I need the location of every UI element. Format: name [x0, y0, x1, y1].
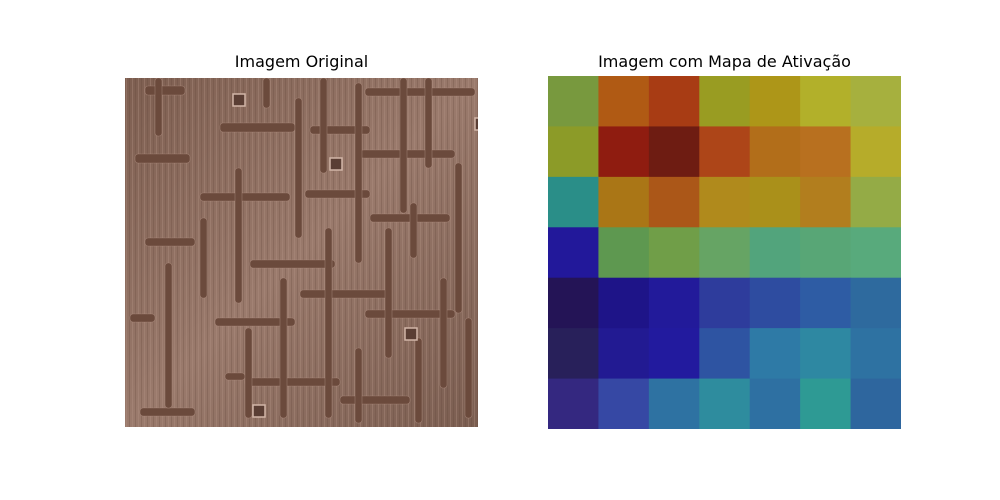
- heatmap-cell: [850, 176, 901, 228]
- groove: [354, 82, 363, 264]
- square-marker: [329, 157, 343, 171]
- heatmap-cell: [749, 176, 801, 228]
- heatmap-cell: [648, 126, 700, 178]
- groove-pattern: [129, 78, 476, 424]
- heatmap-cell: [648, 328, 700, 380]
- groove: [214, 317, 296, 327]
- heatmap-cell: [598, 378, 650, 429]
- groove: [409, 202, 418, 259]
- heatmap-cell: [648, 277, 700, 329]
- heatmap-cell: [699, 277, 751, 329]
- heatmap-cell: [699, 378, 751, 429]
- groove: [279, 277, 288, 419]
- heatmap-cell: [548, 126, 599, 178]
- heatmap-cell: [850, 328, 901, 380]
- heatmap-cell: [749, 76, 801, 127]
- groove: [294, 97, 303, 239]
- groove: [144, 237, 196, 247]
- groove: [364, 87, 476, 97]
- groove: [439, 277, 448, 389]
- heatmap-cell: [699, 76, 751, 127]
- heatmap-cell: [800, 76, 852, 127]
- groove: [129, 313, 156, 323]
- heatmap-cell: [598, 277, 650, 329]
- groove: [199, 217, 208, 299]
- heatmap-cell: [548, 378, 599, 429]
- heatmap-cell: [598, 176, 650, 228]
- heatmap-cell: [648, 76, 700, 127]
- activation-map-title: Imagem com Mapa de Ativação: [598, 52, 851, 71]
- activation-heatmap: [548, 76, 901, 429]
- heatmap-cell: [548, 328, 599, 380]
- groove: [154, 78, 163, 137]
- groove: [134, 153, 191, 164]
- heatmap-cell: [598, 126, 650, 178]
- heatmap-cell: [800, 328, 852, 380]
- heatmap-cell: [850, 76, 901, 127]
- heatmap-cell: [749, 227, 801, 279]
- square-marker: [252, 404, 266, 418]
- groove: [424, 78, 433, 169]
- groove: [199, 192, 291, 202]
- groove: [304, 189, 371, 199]
- groove: [414, 337, 423, 424]
- groove: [234, 167, 243, 304]
- heatmap-cell: [800, 126, 852, 178]
- heatmap-cell: [648, 378, 700, 429]
- square-marker: [232, 93, 246, 107]
- heatmap-cell: [598, 328, 650, 380]
- heatmap-cell: [800, 378, 852, 429]
- groove: [339, 395, 411, 405]
- heatmap-cell: [648, 227, 700, 279]
- groove: [249, 259, 336, 269]
- original-image: [125, 78, 478, 427]
- groove: [454, 162, 463, 314]
- groove: [139, 407, 196, 417]
- heatmap-cell: [648, 176, 700, 228]
- groove: [324, 227, 333, 419]
- heatmap-cell: [850, 378, 901, 429]
- heatmap-cell: [548, 227, 599, 279]
- heatmap-cell: [800, 176, 852, 228]
- groove: [384, 227, 393, 359]
- heatmap-cell: [548, 277, 599, 329]
- square-markers: [232, 93, 478, 418]
- groove: [262, 78, 271, 109]
- original-image-title: Imagem Original: [234, 52, 369, 71]
- heatmap-cell: [598, 76, 650, 127]
- heatmap-cell: [699, 176, 751, 228]
- groove: [464, 317, 473, 419]
- heatmap-cell: [850, 126, 901, 178]
- heatmap-cell: [598, 227, 650, 279]
- heatmap-cell: [699, 227, 751, 279]
- heatmap-cell: [699, 328, 751, 380]
- heatmap-cell: [800, 277, 852, 329]
- heatmap-cell: [850, 277, 901, 329]
- heatmap-cell: [749, 126, 801, 178]
- heatmap-cell: [548, 176, 599, 228]
- groove: [219, 122, 296, 133]
- groove: [224, 372, 246, 381]
- square-marker: [404, 327, 418, 341]
- groove: [299, 289, 391, 299]
- groove: [319, 78, 328, 174]
- heatmap-cell: [749, 277, 801, 329]
- groove: [354, 347, 363, 424]
- groove: [164, 262, 173, 409]
- square-marker: [474, 117, 478, 131]
- heatmap-cell: [749, 378, 801, 429]
- heatmap-cell: [749, 328, 801, 380]
- heatmap-cell: [548, 76, 599, 127]
- groove: [144, 85, 186, 96]
- heatmap-cell: [850, 227, 901, 279]
- heatmap-cell: [800, 227, 852, 279]
- groove: [399, 78, 408, 214]
- groove: [359, 149, 456, 159]
- groove: [244, 327, 253, 419]
- heatmap-cell: [699, 126, 751, 178]
